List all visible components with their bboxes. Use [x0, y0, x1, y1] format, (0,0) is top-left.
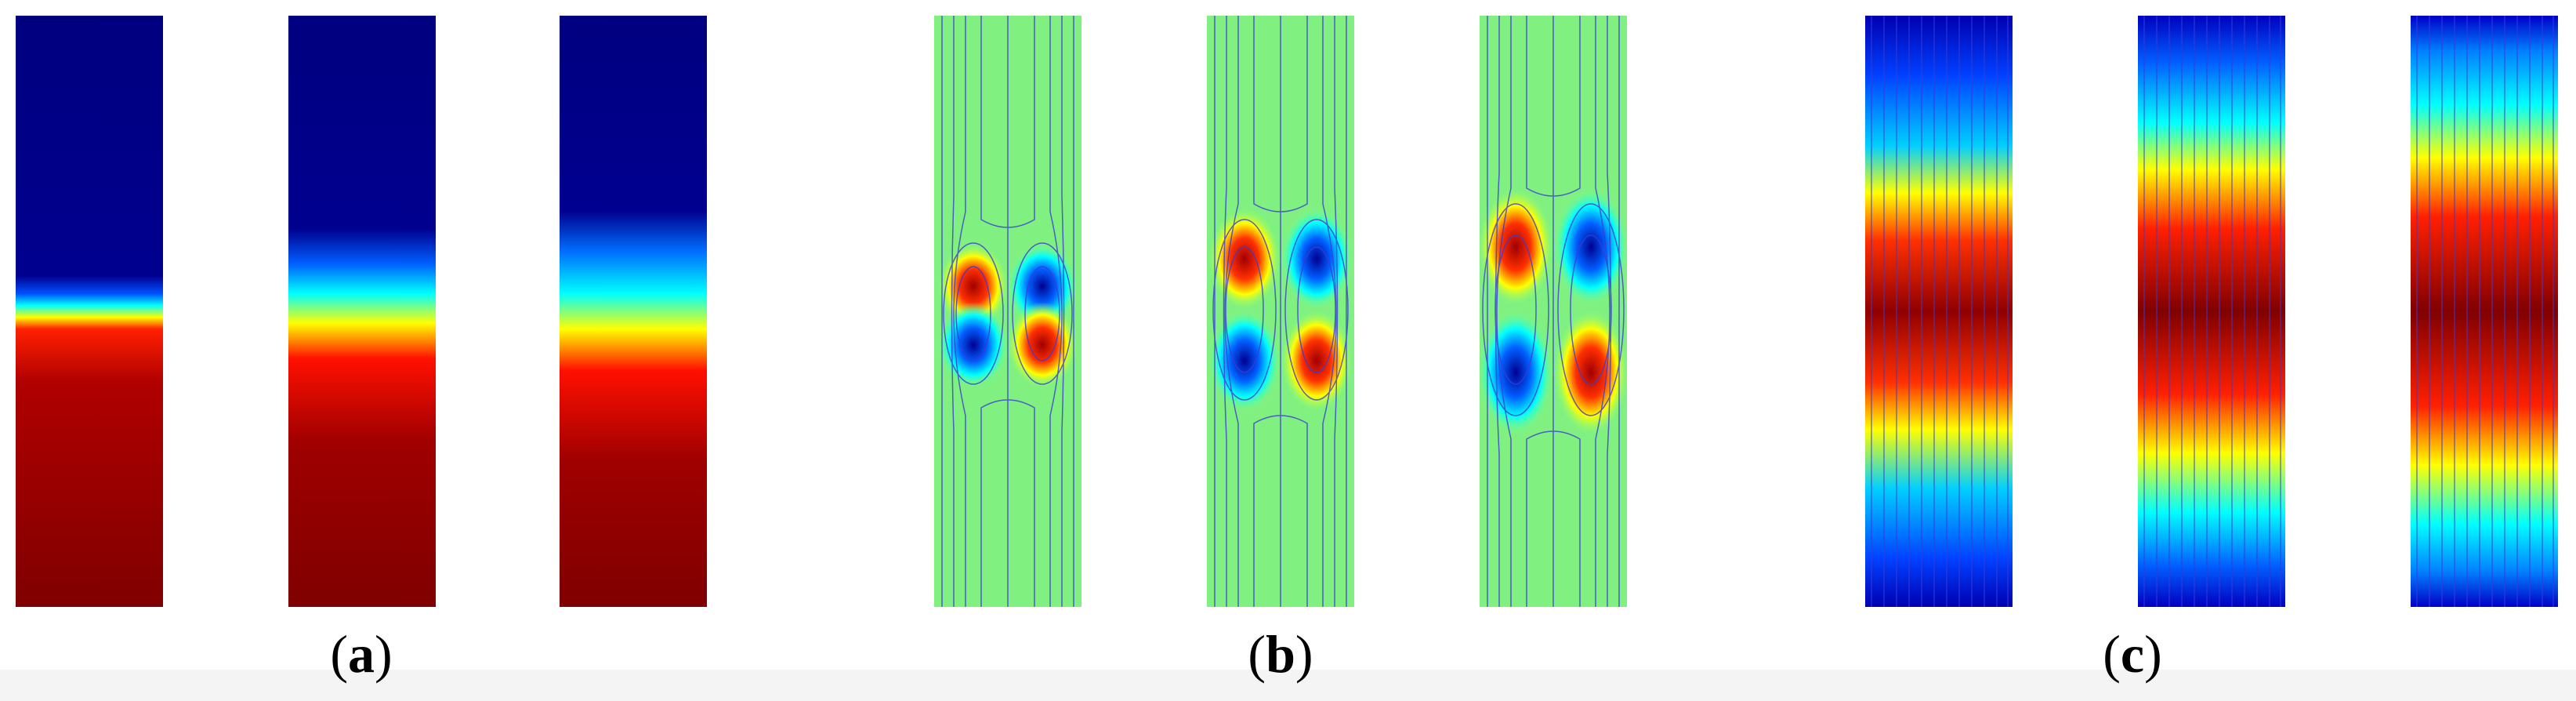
panel-c2 [2138, 16, 2285, 607]
panel-c1 [1865, 16, 2013, 607]
label-close-paren: ) [375, 624, 393, 684]
subfigure-label-b: (b) [1202, 627, 1359, 681]
panel-a1 [16, 16, 163, 607]
label-open-paren: ( [2103, 624, 2121, 684]
label-letter: b [1266, 624, 1295, 684]
label-open-paren: ( [330, 624, 348, 684]
panel-b1 [934, 16, 1081, 607]
panel-c3 [2411, 16, 2558, 607]
subfigure-label-a: (a) [283, 627, 440, 681]
bottom-band [0, 670, 2576, 701]
label-open-paren: ( [1248, 624, 1266, 684]
panel-a2 [288, 16, 436, 607]
label-close-paren: ) [2144, 624, 2162, 684]
label-letter: a [348, 624, 375, 684]
panel-b3 [1480, 16, 1627, 607]
panel-a3 [560, 16, 707, 607]
subfigure-label-c: (c) [2054, 627, 2211, 681]
label-letter: c [2120, 624, 2145, 684]
panel-b2 [1207, 16, 1354, 607]
label-close-paren: ) [1295, 624, 1313, 684]
